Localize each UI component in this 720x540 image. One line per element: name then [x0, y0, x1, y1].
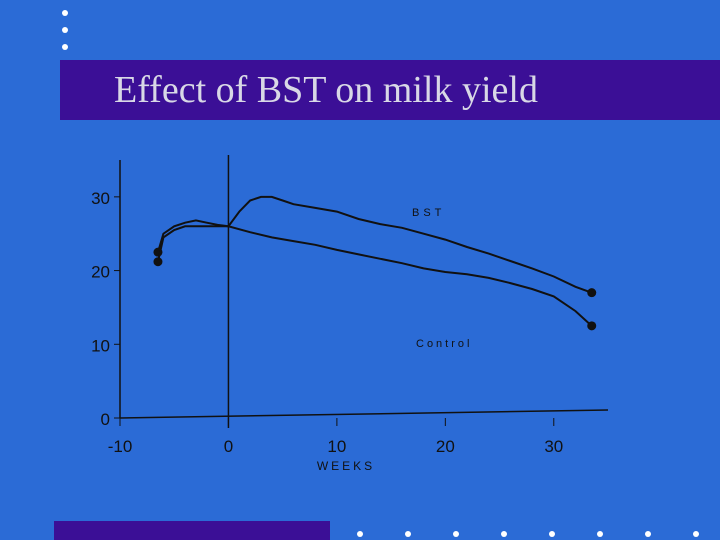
- series-line-bst: [157, 195, 593, 294]
- x-tick-label: -10: [108, 437, 133, 456]
- chart-ticks: 0 10 20 30 -10 0 10 20 30: [91, 189, 563, 456]
- decorative-dot: [645, 531, 651, 537]
- decorative-dot: [405, 531, 411, 537]
- series-marker-start-control: [153, 257, 163, 267]
- bottom-band: [54, 521, 330, 540]
- chart-axes: [119, 155, 609, 428]
- decorative-dot: [62, 10, 68, 16]
- y-tick-label: 0: [101, 410, 110, 429]
- slide-title: Effect of BST on milk yield: [114, 69, 538, 111]
- decorative-dot: [549, 531, 555, 537]
- decorative-dot: [597, 531, 603, 537]
- decorative-dot: [453, 531, 459, 537]
- x-axis-label: WEEKS: [317, 459, 375, 473]
- y-tick-label: 20: [91, 263, 110, 282]
- chart-series: [153, 195, 597, 331]
- decorative-dot: [501, 531, 507, 537]
- series-marker-end-control: [587, 321, 597, 331]
- series-line-control: [157, 225, 593, 327]
- x-tick-label: 10: [327, 437, 346, 456]
- annotation-control: Control: [416, 338, 472, 350]
- x-axis-line: [119, 409, 609, 419]
- x-tick-label: 0: [224, 437, 233, 456]
- decorative-dots-bottom: [357, 531, 699, 537]
- decorative-dot: [693, 531, 699, 537]
- x-tick-label: 20: [436, 437, 455, 456]
- series-marker-end-bst: [587, 288, 597, 298]
- y-tick-label: 30: [91, 189, 110, 208]
- decorative-dot: [357, 531, 363, 537]
- x-tick-label: 30: [544, 437, 563, 456]
- decorative-dot: [62, 27, 68, 33]
- decorative-dot: [62, 44, 68, 50]
- y-tick-label: 10: [91, 336, 110, 355]
- annotation-bst: BST: [412, 207, 445, 219]
- title-band: Effect of BST on milk yield: [60, 60, 720, 120]
